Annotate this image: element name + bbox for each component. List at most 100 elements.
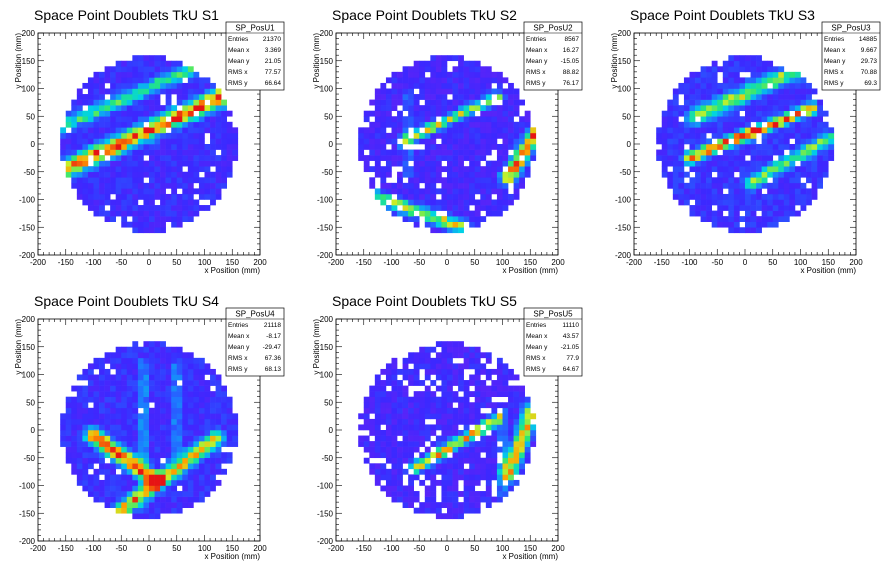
heatmap-cell (794, 193, 801, 200)
stats-key: Mean y (228, 58, 250, 65)
heatmap-cell (452, 193, 459, 200)
heatmap-cell (198, 418, 205, 425)
heatmap-cell (661, 121, 668, 128)
heatmap-cell (193, 210, 200, 217)
heatmap-cell (745, 221, 751, 228)
heatmap-cell (480, 132, 487, 139)
heatmap-cell (750, 205, 757, 211)
heatmap-cell (722, 99, 729, 106)
heatmap-cell (480, 430, 487, 436)
heatmap-cell (402, 166, 409, 173)
heatmap-cell (82, 199, 89, 206)
heatmap-cell (447, 77, 453, 84)
heatmap-cell (458, 402, 464, 409)
heatmap-cell (154, 457, 161, 464)
heatmap-cell (519, 144, 525, 150)
heatmap-cell (87, 188, 94, 195)
heatmap-cell (706, 105, 712, 111)
heatmap-cell (524, 446, 531, 453)
heatmap-cell (750, 177, 757, 184)
heatmap-cell (226, 418, 233, 425)
heatmap-cell (745, 227, 751, 234)
heatmap-cell (137, 491, 144, 497)
heatmap-cell (463, 132, 470, 139)
heatmap-cell (695, 199, 701, 206)
heatmap-cell (154, 496, 161, 503)
heatmap-cell (137, 155, 144, 161)
heatmap-cell (502, 430, 509, 436)
heatmap-cell (397, 182, 403, 189)
heatmap-cell (435, 94, 442, 100)
heatmap-cell (82, 479, 89, 486)
heatmap-cell (524, 418, 531, 425)
heatmap-cell (104, 396, 111, 403)
heatmap-cell (226, 441, 233, 447)
heatmap-cell (87, 463, 94, 470)
heatmap-cell (463, 182, 470, 189)
heatmap-cell (154, 188, 161, 195)
heatmap-cell (424, 468, 431, 475)
heatmap-cell (76, 94, 83, 100)
heatmap-cell (369, 446, 376, 453)
heatmap-cell (447, 82, 453, 89)
heatmap-cell (656, 155, 663, 161)
heatmap-cell (783, 160, 790, 167)
heatmap-cell (397, 188, 403, 195)
heatmap-cell (435, 144, 442, 150)
heatmap-cell (452, 452, 459, 459)
heatmap-cell (767, 99, 774, 106)
heatmap-cell (165, 457, 172, 464)
heatmap-cell (435, 216, 442, 222)
heatmap-cell (761, 210, 768, 217)
heatmap-cell (430, 132, 437, 139)
heatmap-cell (126, 121, 133, 128)
heatmap-cell (71, 402, 78, 409)
x-tick-label: 150 (226, 258, 240, 267)
y-tick-label: 150 (618, 57, 632, 66)
heatmap-cell (182, 193, 189, 200)
heatmap-cell (672, 182, 679, 189)
heatmap-cell (733, 121, 740, 128)
heatmap-cell (695, 127, 701, 134)
heatmap-cell (767, 144, 774, 150)
heatmap-cell (447, 396, 453, 403)
heatmap-cell (143, 127, 150, 134)
heatmap-cell (689, 121, 696, 128)
heatmap-cell (93, 182, 100, 189)
heatmap-cell (391, 446, 398, 453)
heatmap-cell (82, 474, 89, 481)
heatmap-cell (374, 138, 381, 145)
heatmap-cell (413, 457, 420, 464)
heatmap-cell (441, 105, 448, 111)
heatmap-cell (385, 485, 392, 492)
pad-s5: Space Point Doublets TkU S5 -200 -150 -100-… (298, 286, 596, 572)
heatmap-cell (215, 132, 222, 139)
heatmap-cell (667, 171, 674, 178)
heatmap-cell (485, 210, 492, 217)
heatmap-cell (441, 188, 448, 195)
heatmap-cell (93, 435, 100, 442)
heatmap-cell (689, 149, 696, 156)
heatmap-cell (683, 77, 690, 84)
heatmap-cell (706, 66, 712, 73)
heatmap-cell (99, 99, 105, 106)
heatmap-cell (530, 127, 537, 134)
heatmap-cell (452, 341, 459, 348)
heatmap-cell (413, 71, 420, 78)
heatmap-cell (76, 474, 83, 481)
heatmap-cell (76, 479, 83, 486)
heatmap-cell (789, 132, 796, 139)
heatmap-cell (695, 144, 701, 150)
heatmap-cell (110, 491, 116, 497)
heatmap-cell (728, 110, 735, 117)
heatmap-cell (143, 479, 150, 486)
heatmap-cell (204, 391, 211, 397)
heatmap-cell (99, 177, 105, 184)
heatmap-cell (143, 468, 150, 475)
heatmap-cell (87, 177, 94, 184)
heatmap-cell (110, 485, 116, 492)
x-tick-label: -100 (383, 544, 400, 553)
heatmap-cell (187, 132, 194, 139)
heatmap-cell (385, 479, 392, 486)
heatmap-cell (463, 479, 470, 486)
